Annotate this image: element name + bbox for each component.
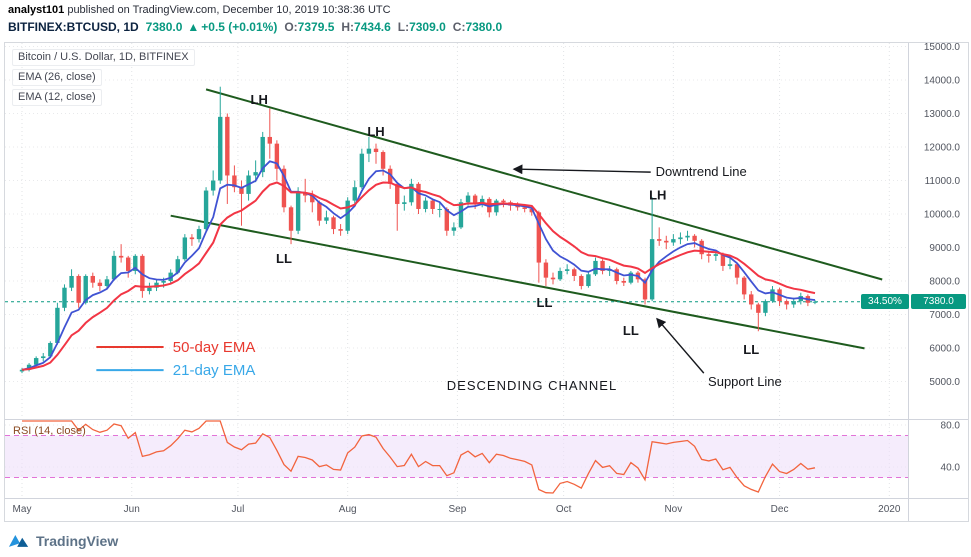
lower-channel-line: [170, 214, 865, 350]
svg-text:6000.0: 6000.0: [929, 344, 960, 355]
ema-12-line: [21, 160, 816, 371]
svg-text:Jun: Jun: [124, 504, 140, 515]
svg-text:Aug: Aug: [339, 504, 357, 515]
annotations: 50-day EMA 21-day EMA LH LH LH LL LL LL LL Downtr…: [96, 92, 782, 393]
svg-text:10000.0: 10000.0: [924, 210, 961, 221]
high-label: H:: [341, 20, 355, 34]
tradingview-logo-icon: [8, 535, 29, 547]
svg-text:DESCENDING CHANNEL: DESCENDING CHANNEL: [447, 378, 617, 393]
svg-text:Nov: Nov: [664, 504, 682, 515]
byline-text: published on TradingView.com, December 1…: [64, 4, 391, 16]
tradingview-logo-text: TradingView: [36, 532, 119, 549]
svg-text:40.0: 40.0: [941, 463, 961, 474]
low-label: L:: [397, 20, 410, 34]
rsi-band: [5, 435, 908, 478]
legend-ema26[interactable]: EMA (26, close): [12, 69, 102, 86]
price-chart-canvas[interactable]: 50-day EMA 21-day EMA LH LH LH LL LL LL LL Downtr…: [5, 43, 968, 521]
svg-text:7000.0: 7000.0: [929, 310, 960, 321]
open-value: 7379.5: [297, 20, 335, 34]
legend-title: Bitcoin / U.S. Dollar, 1D, BITFINEX: [12, 49, 195, 66]
high-value: 7434.6: [354, 20, 391, 34]
svg-text:2020: 2020: [878, 504, 901, 515]
candlesticks: [19, 86, 818, 374]
rsi-pane: [22, 420, 816, 494]
svg-text:80.0: 80.0: [941, 421, 961, 432]
symbol-header: BITFINEX:BTCUSD, 1D 7380.0 ▲ +0.5 (+0.01%) O…: [8, 20, 502, 34]
svg-text:LL: LL: [743, 342, 759, 357]
close-value: 7380.0: [465, 20, 503, 34]
tradingview-footer[interactable]: TradingView: [8, 532, 118, 549]
svg-text:12000.0: 12000.0: [924, 143, 961, 154]
svg-text:14000.0: 14000.0: [924, 76, 961, 87]
close-label: C:: [452, 20, 466, 34]
svg-text:LH: LH: [649, 188, 666, 203]
svg-text:Downtrend Line: Downtrend Line: [656, 164, 747, 179]
author-link[interactable]: analyst101: [8, 4, 65, 16]
current-price-badge: 7380.0: [911, 294, 966, 309]
svg-text:LH: LH: [367, 124, 384, 139]
svg-text:Support Line: Support Line: [708, 374, 782, 389]
price-axis[interactable]: 15000.0 14000.0 13000.0 12000.0 11000.0 10000…: [924, 43, 961, 474]
ema-26-line: [21, 181, 816, 371]
change-percent-badge: 34.50%: [861, 294, 909, 309]
svg-text:21-day EMA: 21-day EMA: [173, 362, 256, 379]
rsi-line: [22, 420, 816, 494]
chart-legend: Bitcoin / U.S. Dollar, 1D, BITFINEX EMA …: [12, 49, 195, 109]
svg-text:11000.0: 11000.0: [925, 176, 961, 187]
svg-text:8000.0: 8000.0: [929, 277, 960, 288]
main-pane: [5, 86, 908, 374]
change-arrow-icon: ▲: [187, 20, 200, 34]
chart-widget: 50-day EMA 21-day EMA LH LH LH LL LL LL LL Downtr…: [4, 42, 969, 522]
low-value: 7309.0: [409, 20, 446, 34]
svg-text:Sep: Sep: [449, 504, 467, 515]
svg-text:Oct: Oct: [556, 504, 572, 515]
svg-text:LH: LH: [251, 92, 268, 107]
upper-channel-line: [205, 88, 883, 281]
svg-text:9000.0: 9000.0: [929, 243, 960, 254]
svg-text:50-day EMA: 50-day EMA: [173, 339, 256, 356]
svg-text:Dec: Dec: [771, 504, 789, 515]
legend-ema12[interactable]: EMA (12, close): [12, 89, 102, 106]
time-axis[interactable]: May Jun Jul Aug Sep Oct Nov Dec 2020: [13, 504, 901, 515]
open-label: O:: [284, 20, 298, 34]
last-price: 7380.0: [145, 20, 183, 34]
svg-text:May: May: [13, 504, 32, 515]
svg-text:5000.0: 5000.0: [929, 377, 960, 388]
svg-text:LL: LL: [537, 295, 553, 310]
symbol-title[interactable]: BITFINEX:BTCUSD, 1D: [8, 20, 139, 34]
svg-text:13000.0: 13000.0: [924, 109, 961, 120]
svg-text:Jul: Jul: [232, 504, 245, 515]
price-change: +0.5 (+0.01%): [201, 20, 278, 34]
rsi-indicator-label[interactable]: RSI (14, close): [13, 425, 86, 437]
svg-text:LL: LL: [623, 323, 639, 338]
byline: analyst101 published on TradingView.com,…: [8, 4, 391, 16]
svg-text:15000.0: 15000.0: [924, 43, 961, 53]
svg-text:LL: LL: [276, 251, 292, 266]
